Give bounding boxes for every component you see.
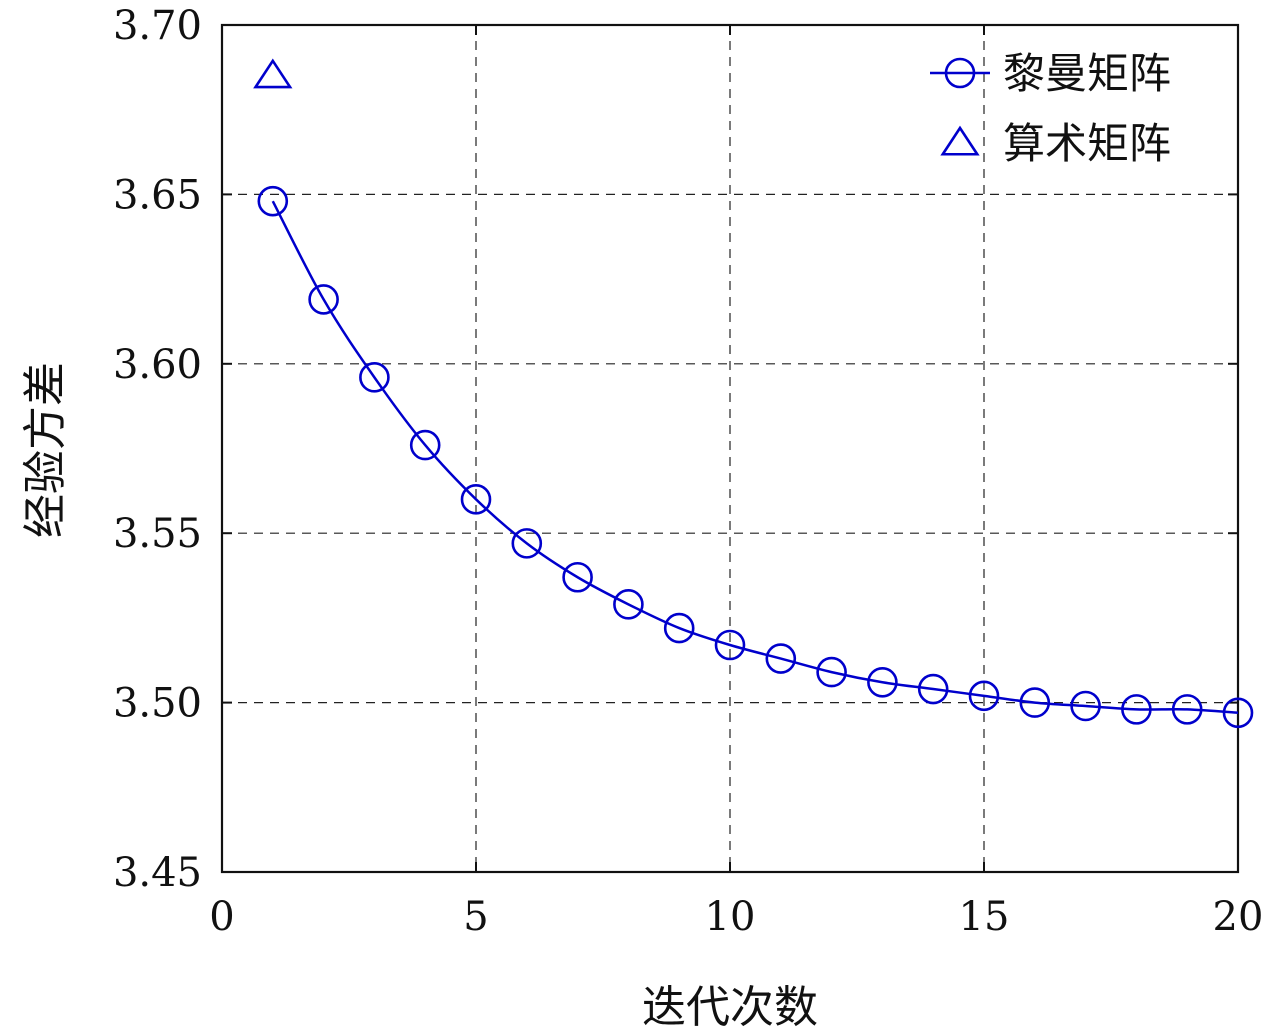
legend-label: 算术矩阵 [1003, 119, 1171, 168]
x-tick-label: 15 [959, 894, 1010, 940]
data-point-circle [257, 185, 289, 217]
data-point-circle [1070, 690, 1101, 722]
series-layer [253, 58, 1254, 729]
data-point-circle [663, 612, 695, 644]
legend-entry: 黎曼矩阵 [930, 49, 1171, 98]
data-point-circle [1121, 694, 1152, 725]
legend-entry: 算术矩阵 [940, 119, 1171, 168]
x-tick-label: 5 [463, 894, 488, 940]
x-axis-ticks: 0 5 10 15 20 [209, 25, 1263, 940]
x-axis-label: 迭代次数 [642, 982, 818, 1033]
series-riemann-matrix [257, 185, 1254, 729]
data-point-circle [409, 429, 441, 461]
y-tick-label: 3.45 [113, 850, 202, 896]
x-tick-label: 0 [209, 894, 234, 940]
data-point-circle [816, 656, 847, 688]
data-point-circle [1019, 687, 1051, 718]
data-point-circle [613, 589, 644, 620]
y-tick-label: 3.60 [113, 342, 202, 388]
data-point-circle [917, 673, 949, 705]
data-point-circle [511, 528, 543, 559]
data-point-circle [765, 643, 797, 674]
data-point-circle [359, 362, 390, 393]
data-point-circle [867, 666, 898, 698]
data-point-circle [714, 629, 746, 661]
legend-circle-marker [944, 57, 976, 89]
legend-label: 黎曼矩阵 [1003, 49, 1171, 98]
series-arithmetic-matrix [253, 58, 293, 89]
data-point-circle [562, 561, 593, 593]
y-tick-label: 3.65 [113, 172, 202, 218]
y-axis-label: 经验方差 [20, 362, 71, 538]
data-point-circle [308, 284, 339, 315]
x-tick-label: 10 [705, 894, 756, 940]
data-point-triangle [253, 58, 293, 89]
y-tick-label: 3.70 [113, 3, 202, 49]
x-tick-label: 20 [1213, 894, 1264, 940]
data-point-circle [1222, 697, 1254, 729]
grid [222, 25, 1238, 872]
y-tick-label: 3.50 [113, 681, 202, 727]
data-point-circle [1171, 694, 1203, 725]
y-tick-label: 3.55 [113, 511, 202, 557]
data-point-circle [460, 484, 492, 515]
legend-triangle-marker [940, 125, 980, 156]
data-point-circle [968, 680, 1000, 712]
y-axis-ticks: 3.45 3.50 3.55 3.60 3.65 3.70 [113, 3, 1238, 896]
